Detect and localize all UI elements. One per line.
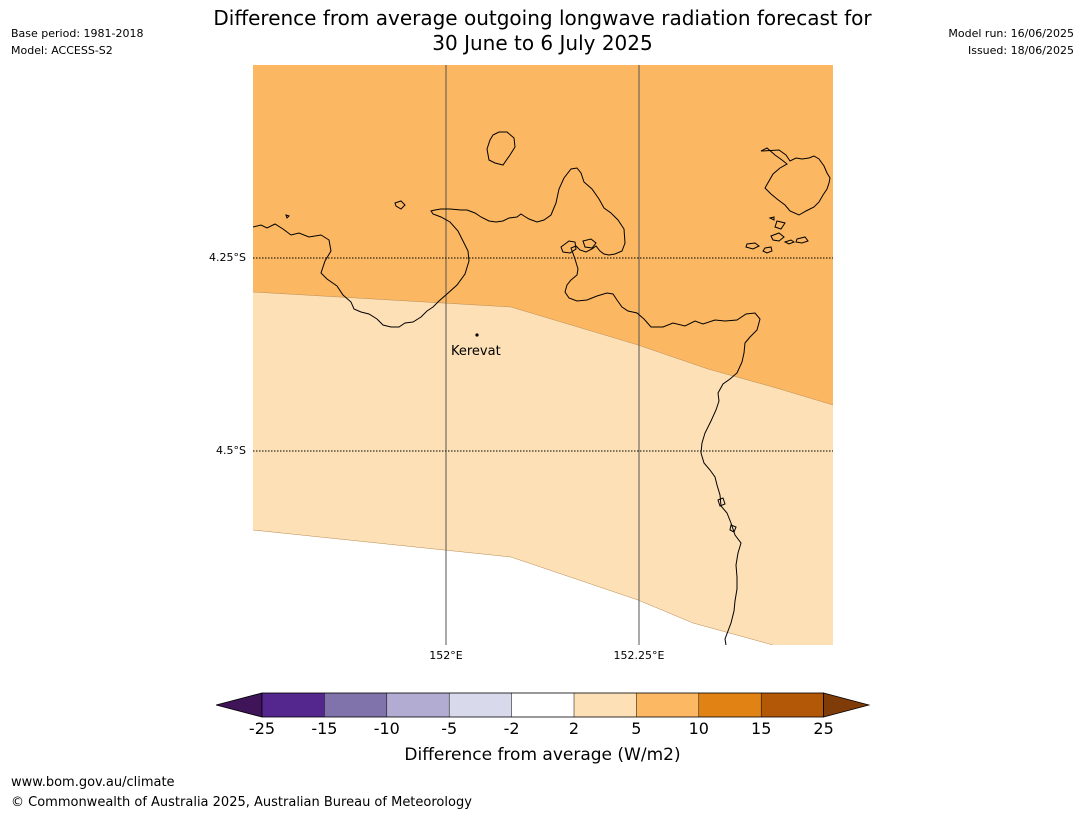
islet-inner-2 <box>582 238 597 249</box>
islet-east-4 <box>783 239 796 245</box>
colorbar-bin-1 <box>262 693 325 717</box>
islet-small-west <box>394 200 406 210</box>
footer-copyright: © Commonwealth of Australia 2025, Austra… <box>11 795 472 810</box>
colorbar-tick: 25 <box>813 719 834 738</box>
model-text: Model: ACCESS-S2 <box>11 44 113 57</box>
colorbar-bin-6 <box>574 693 637 717</box>
islet-east-2 <box>762 246 773 254</box>
colorbar-tick: 15 <box>751 719 772 738</box>
islet-river-2 <box>729 524 737 533</box>
base-period-text: Base period: 1981-2018 <box>11 27 144 40</box>
title-line-2: 30 June to 6 July 2025 <box>432 31 653 55</box>
forecast-map: Kerevat <box>253 65 833 645</box>
colorbar-tick: -10 <box>373 719 400 738</box>
islet-east-1 <box>745 242 760 250</box>
kerevat-marker <box>475 333 479 337</box>
colorbar-bin-3 <box>386 693 450 717</box>
title-line-1: Difference from average outgoing longwav… <box>213 6 872 30</box>
colorbar-dividers <box>324 693 762 717</box>
colorbar-bin-2 <box>324 693 387 717</box>
colorbar-bin-4 <box>449 693 512 717</box>
coastline-main <box>253 167 761 645</box>
colorbar-tick: -25 <box>248 719 276 738</box>
issued-text: Issued: 18/06/2025 <box>967 44 1074 57</box>
lon-label-152: 152°E <box>429 649 463 662</box>
colorbar-tick: 2 <box>568 719 580 738</box>
colorbar-tick: -15 <box>311 719 338 738</box>
islet-east-3 <box>770 232 785 242</box>
islet-river-1 <box>717 497 726 507</box>
coastline <box>253 131 831 645</box>
anomaly-boundary-lower <box>253 529 774 645</box>
colorbar-frame <box>261 692 824 718</box>
colorbar-bin-9 <box>761 693 824 717</box>
colorbar-tick: -5 <box>441 719 458 738</box>
lat-label-4-25: 4.25°S <box>209 251 246 264</box>
colorbar-bin-7 <box>636 693 699 717</box>
anomaly-region-2-to-5 <box>253 292 833 645</box>
model-run-text: Model run: 16/06/2025 <box>948 27 1074 40</box>
anomaly-region-5-to-10 <box>253 65 833 405</box>
colorbar-extend-high <box>823 692 870 718</box>
colorbar-tick: 10 <box>688 719 709 738</box>
islet-dot-west <box>285 214 290 219</box>
colorbar-tick: -2 <box>503 719 520 738</box>
islet-east-7 <box>768 216 775 221</box>
islet-east-5 <box>795 236 809 244</box>
colorbar-tick: 5 <box>631 719 642 738</box>
header-meta-left: Base period: 1981-2018 Model: ACCESS-S2 <box>11 25 143 59</box>
kerevat-label: Kerevat <box>451 344 501 359</box>
colorbar <box>216 692 870 718</box>
lat-label-4-5: 4.5°S <box>216 444 246 457</box>
colorbar-extend-low <box>216 692 263 718</box>
islet-east-6 <box>774 220 786 230</box>
colorbar-bin-5 <box>511 693 574 717</box>
map-title: Difference from average outgoing longwav… <box>0 6 1085 56</box>
lon-label-152-25: 152.25°E <box>613 649 665 662</box>
footer-url: www.bom.gov.au/climate <box>11 775 175 790</box>
anomaly-boundary-upper <box>253 291 833 406</box>
islet-inner-1 <box>560 240 577 254</box>
islet-northeast <box>760 147 831 216</box>
header-meta-right: Model run: 16/06/2025 Issued: 18/06/2025 <box>948 25 1074 59</box>
colorbar-bin-8 <box>698 693 762 717</box>
colorbar-title: Difference from average (W/m2) <box>404 745 681 765</box>
islet-north <box>486 131 516 166</box>
